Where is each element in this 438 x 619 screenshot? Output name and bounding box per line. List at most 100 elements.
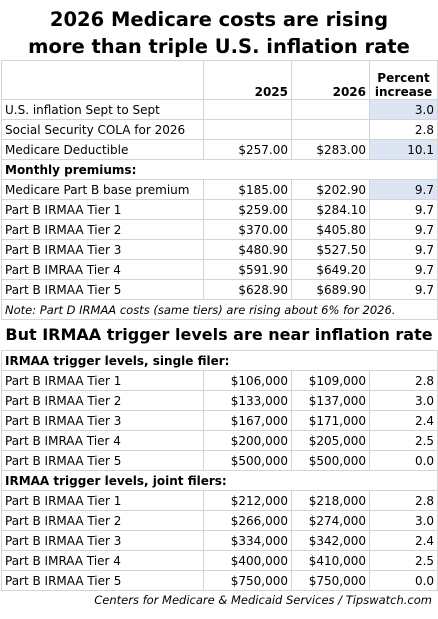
value-2025: $480.90: [203, 239, 292, 260]
monthly-premiums-header-text: Monthly premiums:: [1, 159, 438, 180]
percent-increase: 9.7: [369, 239, 438, 260]
value-2025: $750,000: [203, 570, 292, 591]
value-2026: $689.90: [291, 279, 370, 300]
value-2025: [203, 119, 292, 140]
percent-increase: 3.0: [368, 510, 438, 531]
table-row: Part B IRMAA Tier 2 $133,000 $137,000 3.0: [1, 390, 438, 411]
value-2025: $334,000: [203, 530, 292, 551]
table-row: Part B IRMAA Tier 2 $266,000 $274,000 3.0: [1, 510, 438, 531]
value-2025: $266,000: [203, 510, 292, 531]
percent-increase: 3.0: [369, 99, 438, 120]
value-2025: $628.90: [203, 279, 292, 300]
percent-increase: 0.0: [368, 570, 438, 591]
value-2026: $500,000: [291, 450, 370, 471]
value-2026: $649.20: [291, 259, 370, 280]
row-label: Part B IRMAA Tier 1: [1, 199, 204, 220]
table-row: Part B IMRAA Tier 4 $200,000 $205,000 2.5: [1, 430, 438, 451]
source-credit: Centers for Medicare & Medicaid Services…: [94, 593, 432, 607]
row-label: Part B IRMAA Tier 5: [1, 570, 204, 591]
joint-filer-header-text: IRMAA trigger levels, joint filers:: [0, 470, 438, 491]
value-2025: $257.00: [203, 139, 292, 160]
value-2026: $283.00: [291, 139, 370, 160]
row-label: Part B IRMAA Tier 2: [1, 219, 204, 240]
part-d-note: Note: Part D IRMAA costs (same tiers) ar…: [1, 299, 438, 320]
value-2026: $410,000: [291, 550, 370, 571]
header-blank: [1, 60, 204, 100]
value-2025: $167,000: [203, 410, 292, 431]
percent-increase: 2.4: [368, 530, 438, 551]
header-row: 2025 2026 Percent increase: [1, 60, 438, 100]
joint-filer-header: IRMAA trigger levels, joint filers:: [0, 470, 438, 491]
row-label: Social Security COLA for 2026: [1, 119, 204, 140]
header-2026: 2026: [291, 60, 370, 100]
percent-increase: 3.0: [368, 390, 438, 411]
header-2025: 2025: [203, 60, 292, 100]
value-2025: [203, 99, 292, 120]
row-label: U.S. inflation Sept to Sept: [1, 99, 204, 120]
trigger-table: IRMAA trigger levels, single filer: Part …: [0, 350, 438, 591]
header-percent-line-1: Percent: [377, 71, 430, 85]
table-row: Part B IRMAA Tier 3 $167,000 $171,000 2.4: [1, 410, 438, 431]
row-label: Part B IRMAA Tier 1: [1, 370, 204, 391]
value-2026: $274,000: [291, 510, 370, 531]
row-label: Part B IRMAA Tier 5: [1, 279, 204, 300]
percent-increase: 0.0: [368, 450, 438, 471]
value-2025: $370.00: [203, 219, 292, 240]
value-2026: $202.90: [291, 179, 370, 200]
value-2026: [291, 99, 370, 120]
table-row: U.S. inflation Sept to Sept 3.0: [1, 99, 438, 120]
table-row: Part B IMRAA Tier 4 $400,000 $410,000 2.5: [1, 550, 438, 571]
section-subtitle: But IRMAA trigger levels are near inflat…: [5, 325, 433, 344]
table-row: Part B IRMAA Tier 3 $334,000 $342,000 2.4: [1, 530, 438, 551]
table-row: Part B IRMAA Tier 1 $259.00 $284.10 9.7: [1, 199, 438, 220]
value-2026: $171,000: [291, 410, 370, 431]
percent-increase: 2.8: [368, 370, 438, 391]
value-2026: $750,000: [291, 570, 370, 591]
single-filer-header: IRMAA trigger levels, single filer:: [0, 350, 438, 371]
percent-increase: 2.5: [368, 430, 438, 451]
value-2026: [291, 119, 370, 140]
page-title: 2026 Medicare costs are rising more than…: [0, 0, 438, 60]
table-row: Part B IMRAA Tier 4 $591.90 $649.20 9.7: [1, 259, 438, 280]
value-2026: $527.50: [291, 239, 370, 260]
table-row: Part B IRMAA Tier 5 $500,000 $500,000 0.0: [1, 450, 438, 471]
percent-increase: 2.8: [368, 490, 438, 511]
table-row: Part B IRMAA Tier 2 $370.00 $405.80 9.7: [1, 219, 438, 240]
value-2026: $218,000: [291, 490, 370, 511]
part-d-note-text: Note: Part D IRMAA costs (same tiers) ar…: [1, 299, 438, 320]
table-row: Part B IRMAA Tier 1 $212,000 $218,000 2.8: [1, 490, 438, 511]
title-line-2: more than triple U.S. inflation rate: [28, 35, 410, 58]
costs-table: 2025 2026 Percent increase U.S. inflatio…: [1, 60, 438, 320]
value-2025: $106,000: [203, 370, 292, 391]
percent-increase: 2.8: [369, 119, 438, 140]
percent-increase: 9.7: [369, 179, 438, 200]
monthly-premiums-header: Monthly premiums:: [1, 159, 438, 180]
value-2025: $500,000: [203, 450, 292, 471]
header-percent-line-2: increase: [374, 85, 433, 99]
row-label: Medicare Part B base premium: [1, 179, 204, 200]
percent-increase: 9.7: [369, 279, 438, 300]
value-2026: $342,000: [291, 530, 370, 551]
table-row: Medicare Part B base premium $185.00 $202.…: [1, 179, 438, 200]
value-2026: $109,000: [291, 370, 370, 391]
value-2025: $212,000: [203, 490, 292, 511]
single-filer-header-text: IRMAA trigger levels, single filer:: [0, 350, 438, 371]
table-row: Medicare Deductible $257.00 $283.00 10.1: [1, 139, 438, 160]
header-percent: Percent increase: [369, 60, 438, 100]
value-2025: $133,000: [203, 390, 292, 411]
row-label: Part B IMRAA Tier 4: [1, 430, 204, 451]
table-row: Part B IRMAA Tier 5 $628.90 $689.90 9.7: [1, 279, 438, 300]
value-2025: $200,000: [203, 430, 292, 451]
percent-increase: 2.4: [368, 410, 438, 431]
table-row: Part B IRMAA Tier 3 $480.90 $527.50 9.7: [1, 239, 438, 260]
value-2025: $185.00: [203, 179, 292, 200]
table-row: Part B IRMAA Tier 5 $750,000 $750,000 0.0: [1, 570, 438, 591]
row-label: Part B IRMAA Tier 3: [1, 239, 204, 260]
title-line-1: 2026 Medicare costs are rising: [49, 8, 389, 31]
value-2026: $137,000: [291, 390, 370, 411]
value-2026: $284.10: [291, 199, 370, 220]
value-2026: $205,000: [291, 430, 370, 451]
row-label: Part B IRMAA Tier 3: [1, 410, 204, 431]
percent-increase: 10.1: [369, 139, 438, 160]
